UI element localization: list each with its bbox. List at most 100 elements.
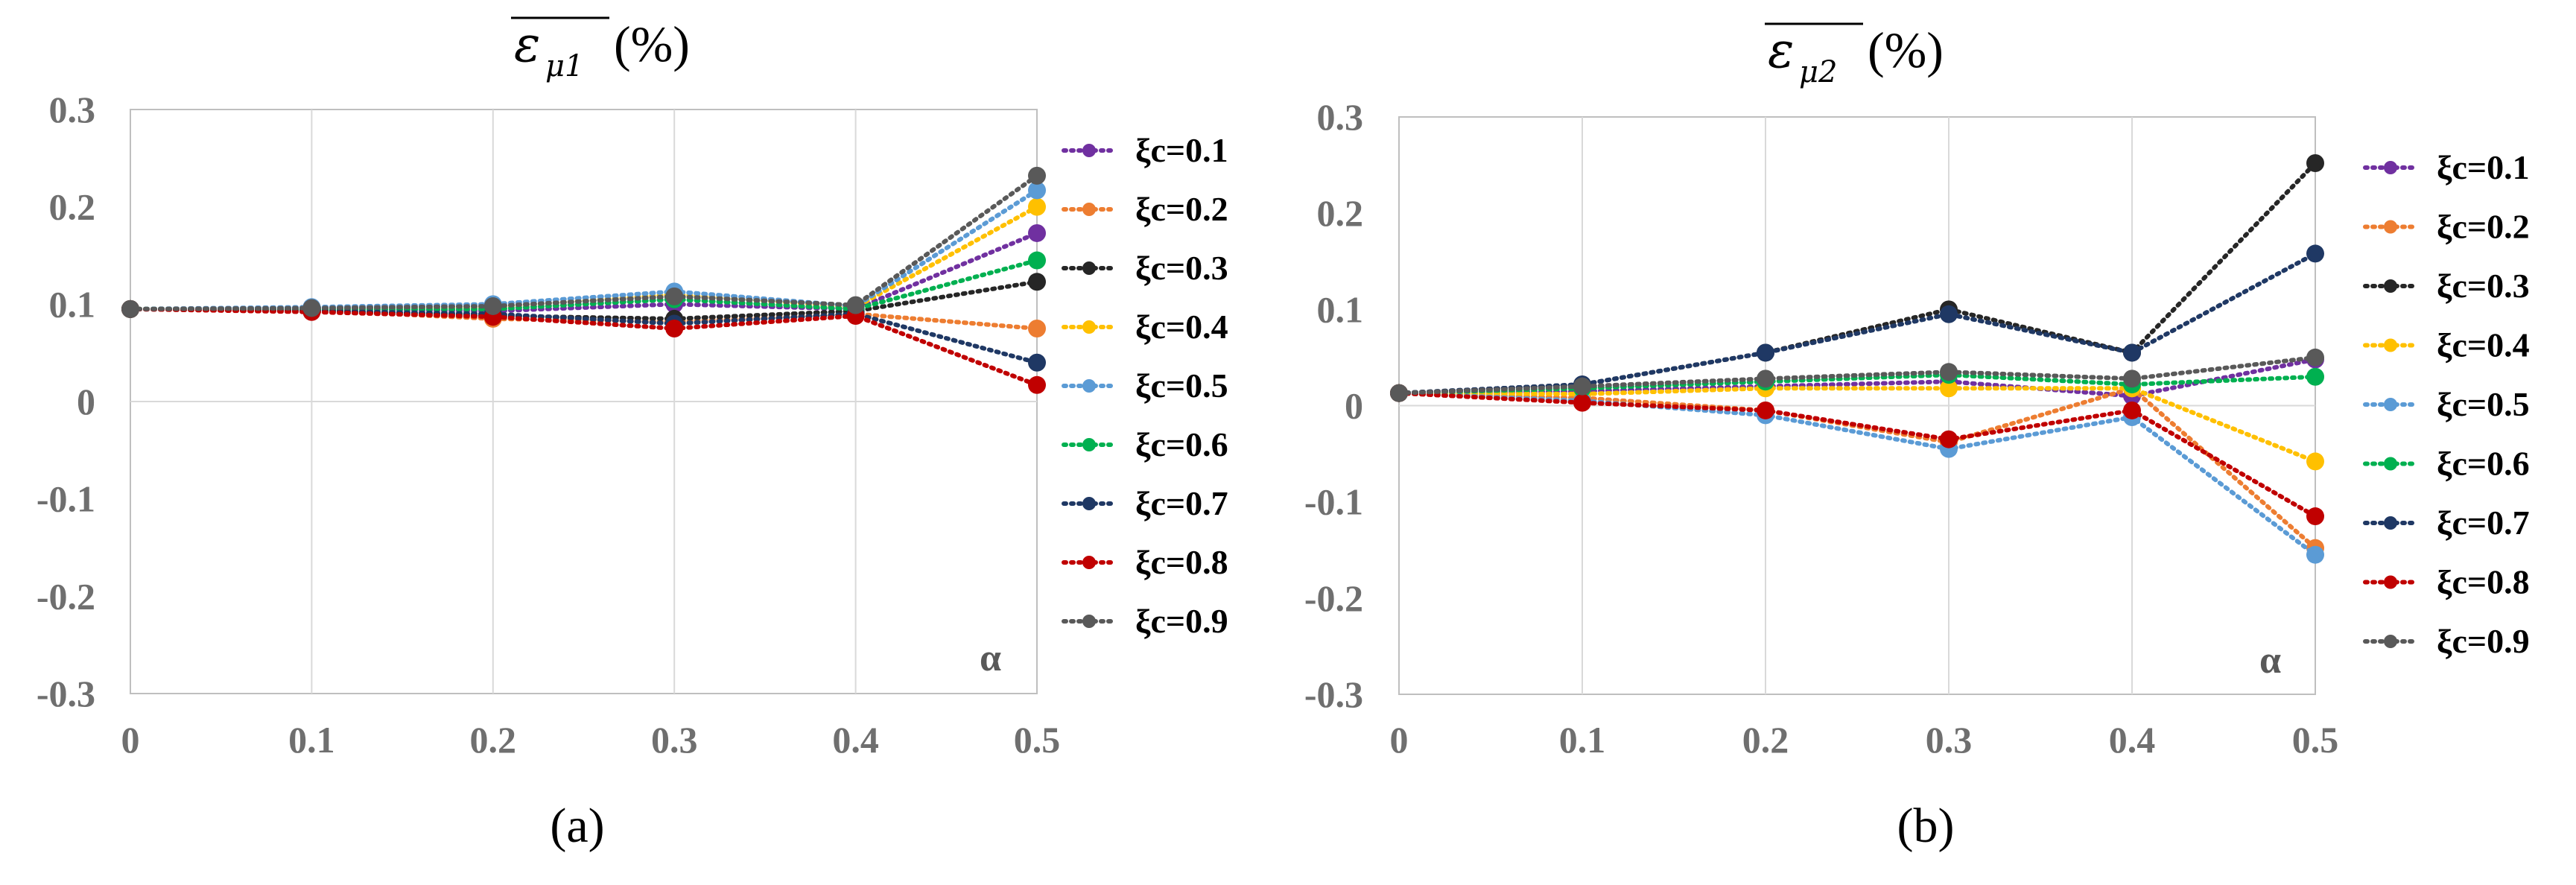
data-point	[1940, 305, 1958, 323]
data-point	[2123, 343, 2141, 362]
legend-label: ξc=0.1	[1135, 131, 1228, 169]
legend-entry: ξc=0.5	[1062, 367, 1228, 405]
data-point	[1940, 379, 1958, 398]
data-point	[1940, 430, 1958, 448]
y-tick-label: 0.3	[1317, 96, 1364, 138]
legend-entry: ξc=0.4	[1062, 308, 1228, 346]
legend-label: ξc=0.3	[2437, 267, 2530, 305]
series-ξc=0.7	[1390, 244, 2324, 402]
legend-entry: ξc=0.4	[2363, 326, 2530, 364]
x-axis-label: α	[980, 637, 1001, 679]
data-point	[1757, 401, 1774, 419]
legend-entry: ξc=0.6	[2363, 445, 2530, 483]
series-line	[1397, 386, 2318, 464]
y-tick-label: -0.1	[37, 478, 95, 520]
x-tick-label: 0.3	[1926, 719, 1973, 761]
legend-marker	[1082, 615, 1096, 628]
data-point	[1028, 251, 1046, 270]
legend-entry: ξc=0.9	[2363, 622, 2530, 660]
legend-label: ξc=0.7	[2437, 504, 2530, 542]
y-tick-label: -0.2	[1304, 577, 1363, 619]
x-tick-label: 0	[121, 719, 140, 761]
figure-caption: (a)	[550, 799, 604, 853]
legend-marker	[1082, 438, 1096, 451]
legend-marker	[1082, 261, 1096, 275]
legend-label: ξc=0.7	[1135, 484, 1228, 522]
legend: ξc=0.1 ξc=0.2 ξc=0.3 ξc=0.4 ξc=0.5 ξc=0.6 ξc=0…	[2363, 148, 2530, 660]
legend-label: ξc=0.8	[1135, 543, 1228, 581]
data-point	[1028, 375, 1046, 394]
chart-a: 0.3 0.2 0.1 0 -0.1 -0.2 -0.3 0 0.1 0.2 0.3 0.4 0.5 α ε…	[37, 16, 1228, 853]
series-line	[128, 173, 1039, 311]
data-point	[2306, 348, 2324, 367]
legend-marker	[1082, 203, 1096, 216]
series-line	[1397, 357, 2318, 399]
data-point	[2306, 507, 2324, 526]
series-line	[1397, 355, 2318, 396]
legend-marker	[2384, 457, 2397, 471]
legend-entry: ξc=0.8	[2363, 563, 2530, 601]
y-tick-label: -0.1	[1304, 481, 1363, 523]
legend: ξc=0.1 ξc=0.2 ξc=0.3 ξc=0.4 ξc=0.5 ξc=0.6 ξc=0…	[1062, 131, 1228, 640]
legend-marker	[1082, 497, 1096, 510]
data-point	[846, 296, 865, 314]
legend-marker	[1082, 379, 1096, 393]
y-tick-label: 0.3	[49, 89, 96, 130]
legend-marker	[2384, 635, 2397, 648]
x-tick-label: 0	[1390, 719, 1409, 761]
y-tick-label: -0.2	[37, 575, 95, 617]
series-ξc=0.9	[121, 166, 1046, 318]
data-point	[2306, 452, 2324, 471]
legend-label: ξc=0.2	[1135, 190, 1228, 228]
title-symbol: ε	[514, 16, 540, 73]
data-point	[2123, 401, 2141, 419]
y-tick-label: 0.1	[49, 283, 96, 325]
data-point	[1940, 363, 1958, 381]
data-point	[1390, 384, 1408, 402]
x-tick-label: 0.2	[1742, 719, 1789, 761]
legend-marker	[2384, 279, 2397, 293]
title-suffix: (%)	[1868, 22, 1944, 78]
legend-label: ξc=0.3	[1135, 249, 1228, 287]
y-tick-label: 0.2	[49, 186, 96, 228]
x-axis-label: α	[2259, 639, 2281, 682]
legend-entry: ξc=0.5	[2363, 385, 2530, 423]
data-point	[2306, 545, 2324, 564]
data-point	[665, 320, 684, 337]
legend-entry: ξc=0.9	[1062, 602, 1228, 640]
series-line	[1397, 385, 2318, 551]
series-line	[1397, 390, 2318, 519]
legend-entry: ξc=0.2	[2363, 208, 2530, 246]
legend-marker	[1082, 556, 1096, 569]
x-tick-label: 0.1	[288, 719, 335, 761]
x-tick-label: 0.5	[1014, 719, 1061, 761]
data-point	[1028, 197, 1046, 216]
data-point	[121, 299, 139, 318]
legend-entry: ξc=0.7	[2363, 504, 2530, 542]
legend-label: ξc=0.8	[2437, 563, 2530, 601]
data-point	[1573, 393, 1591, 412]
data-point	[1028, 273, 1046, 291]
legend-label: ξc=0.6	[1135, 425, 1228, 463]
legend-marker	[2384, 516, 2397, 530]
chart-b: 0.3 0.2 0.1 0 -0.1 -0.2 -0.3 0 0.1 0.2 0.3 0.4 0.5 α ε…	[1304, 22, 2530, 853]
legend-entry: ξc=0.1	[1062, 131, 1228, 169]
data-point	[483, 296, 502, 315]
title-subscript: μ1	[545, 49, 583, 83]
data-point	[2306, 367, 2324, 386]
series-ξc=0.9	[1390, 348, 2324, 402]
title-suffix: (%)	[614, 16, 690, 72]
legend-label: ξc=0.4	[2437, 326, 2530, 364]
legend-marker	[2384, 220, 2397, 234]
legend-label: ξc=0.2	[2437, 208, 2530, 246]
legend-entry: ξc=0.1	[2363, 148, 2530, 186]
title-symbol: ε	[1768, 22, 1794, 79]
data-point	[1573, 377, 1591, 396]
y-tick-label: 0.1	[1317, 288, 1364, 330]
legend-entry: ξc=0.2	[1062, 190, 1228, 228]
data-point	[1028, 181, 1046, 200]
x-tick-label: 0.3	[651, 719, 698, 761]
data-point	[302, 299, 321, 317]
x-tick-label: 0.2	[470, 719, 517, 761]
